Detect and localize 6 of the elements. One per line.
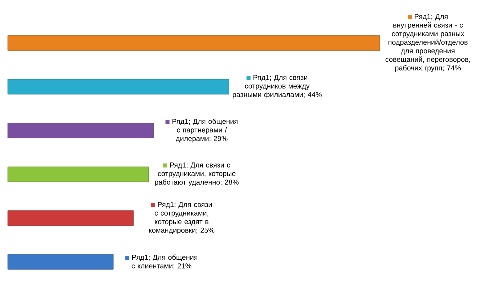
bar xyxy=(8,254,114,270)
bar xyxy=(8,36,380,51)
bar xyxy=(8,123,154,138)
bar xyxy=(8,79,230,95)
bar xyxy=(8,166,149,182)
bar xyxy=(8,210,134,226)
